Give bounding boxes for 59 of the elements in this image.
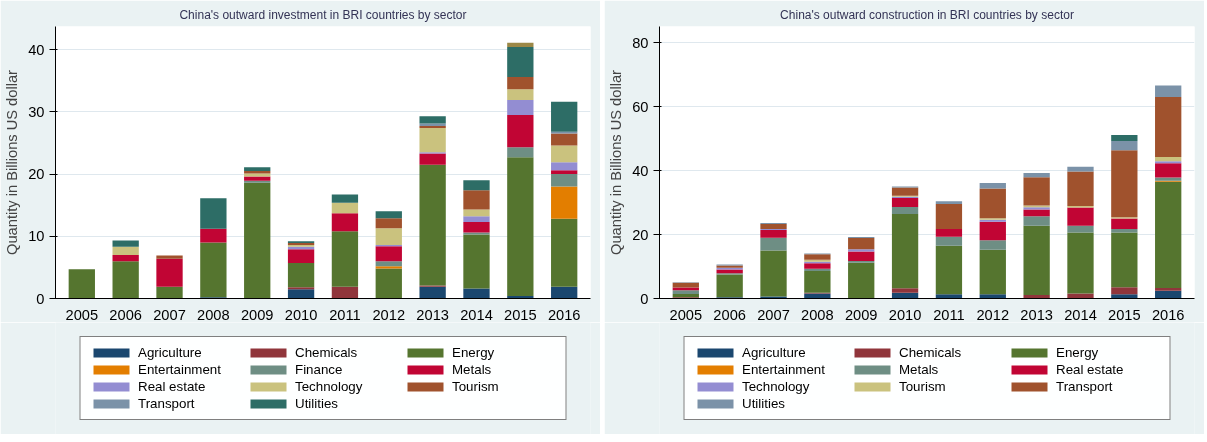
- x-tick-label: 2007: [153, 306, 186, 323]
- x-tick-label: 2006: [109, 306, 142, 323]
- y-tick-label: 0: [640, 290, 649, 307]
- y-tick-label: 80: [632, 34, 649, 51]
- y-tick-label: 10: [28, 228, 45, 245]
- legend-label: Agriculture: [742, 345, 807, 360]
- x-tick-label: 2010: [284, 306, 318, 323]
- y-tick-label: 40: [632, 162, 649, 179]
- x-tick-label: 2007: [757, 306, 790, 323]
- x-tick-label: 2016: [1151, 306, 1185, 323]
- legend-label: Energy: [452, 345, 496, 360]
- y-tick-label: 60: [632, 98, 649, 115]
- y-tick-label: 20: [28, 166, 45, 183]
- legend-label: Technology: [742, 379, 811, 394]
- y-tick-label: 30: [28, 103, 45, 120]
- y-axis-title: Quantity in Billions US dollar: [608, 69, 625, 255]
- legend-label: Technology: [295, 379, 364, 394]
- x-tick-label: 2015: [504, 306, 537, 323]
- x-tick-label: 2012: [372, 306, 406, 323]
- y-tick-label: 20: [632, 226, 649, 243]
- legend-label: Entertainment: [742, 362, 826, 377]
- legend-label: Finance: [295, 362, 344, 377]
- legend-label: Tourism: [452, 379, 500, 394]
- y-tick-label: 0: [36, 290, 45, 307]
- legend-label: Real estate: [138, 379, 207, 394]
- x-tick-label: 2014: [460, 306, 493, 323]
- x-tick-label: 2015: [1108, 306, 1141, 323]
- legend-label: Agriculture: [138, 345, 203, 360]
- x-tick-label: 2012: [976, 306, 1010, 323]
- x-tick-label: 2005: [669, 306, 703, 323]
- legend-label: Metals: [899, 362, 940, 377]
- legend-label: Utilities: [295, 396, 339, 411]
- legend-label: Transport: [1056, 379, 1114, 394]
- legend-label: Entertainment: [138, 362, 222, 377]
- y-tick-label: 40: [28, 41, 45, 58]
- legend-label: Tourism: [899, 379, 947, 394]
- x-tick-label: 2011: [329, 306, 361, 323]
- chart-title: China's outward construction in BRI countries by sector: [780, 7, 1074, 22]
- x-tick-label: 2011: [933, 306, 965, 323]
- x-tick-label: 2013: [416, 306, 449, 323]
- x-tick-label: 2006: [713, 306, 746, 323]
- x-tick-label: 2008: [197, 306, 230, 323]
- legend-label: Metals: [452, 362, 493, 377]
- x-tick-label: 2005: [65, 306, 99, 323]
- x-tick-label: 2008: [801, 306, 834, 323]
- legend-label: Utilities: [742, 396, 786, 411]
- legend-label: Chemicals: [295, 345, 359, 360]
- x-tick-label: 2009: [240, 306, 274, 323]
- x-tick-label: 2014: [1064, 306, 1097, 323]
- x-tick-label: 2009: [844, 306, 878, 323]
- legend-label: Chemicals: [899, 345, 963, 360]
- x-tick-label: 2016: [547, 306, 581, 323]
- x-tick-label: 2010: [888, 306, 922, 323]
- legend-label: Transport: [138, 396, 196, 411]
- chart-title: China's outward investment in BRI countries by sector: [179, 7, 467, 22]
- legend-label: Energy: [1056, 345, 1100, 360]
- y-axis-title: Quantity in Billions US dollar: [4, 69, 21, 255]
- legend-label: Real estate: [1056, 362, 1125, 377]
- x-tick-label: 2013: [1020, 306, 1053, 323]
